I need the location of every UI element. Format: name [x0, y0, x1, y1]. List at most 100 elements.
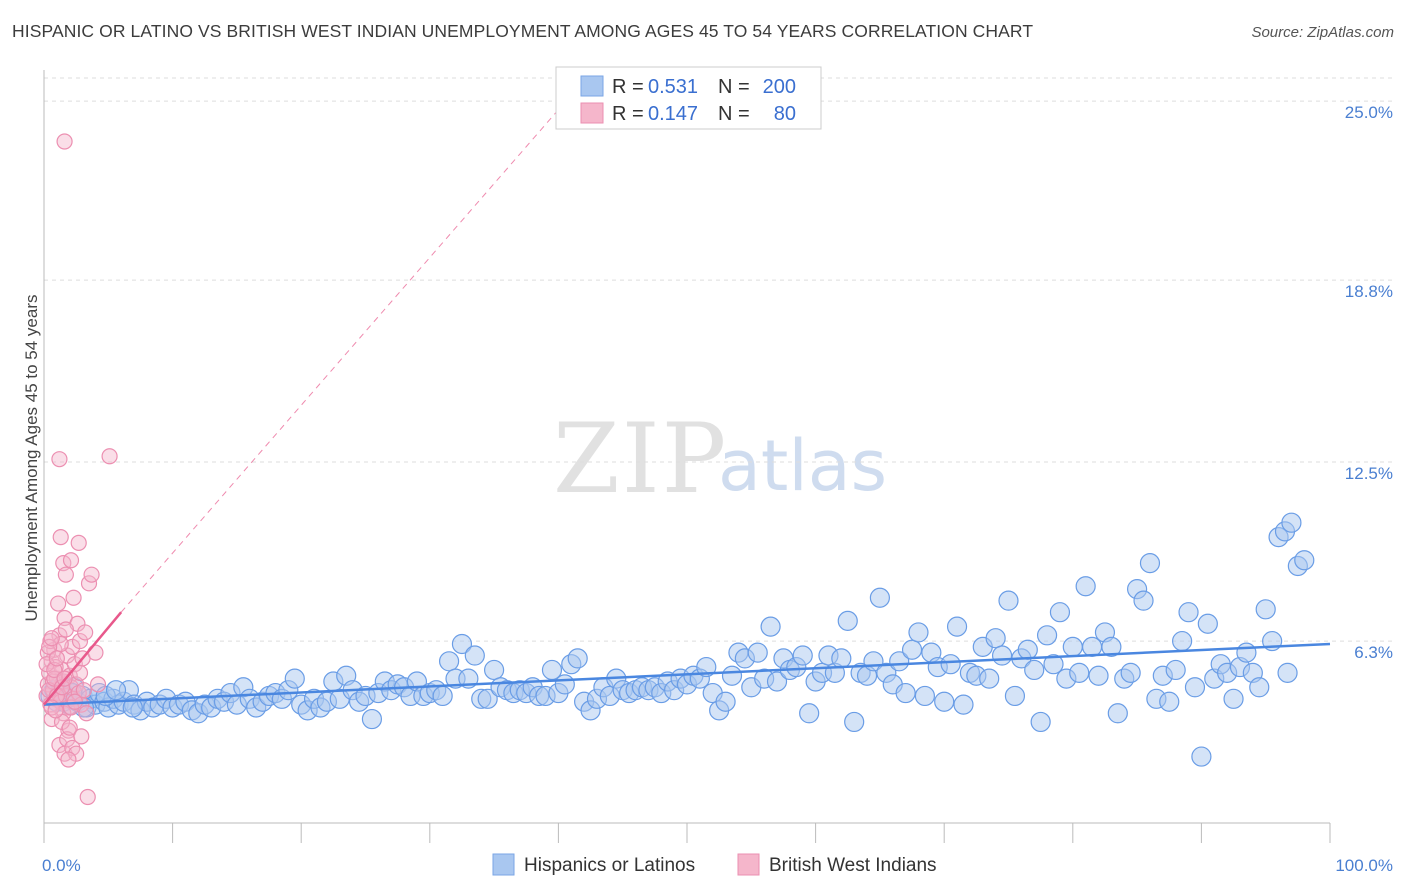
data-point-bwi [57, 621, 74, 638]
data-point-hispanic [696, 656, 717, 678]
data-point-hispanic [567, 648, 588, 669]
data-point-hispanic [1178, 602, 1199, 623]
data-point-hispanic [895, 682, 916, 704]
data-point-hispanic [1017, 639, 1038, 660]
y-tick-label: 6.3% [1354, 643, 1393, 662]
legend-bottom-label-2: British West Indians [769, 855, 937, 876]
data-point-hispanic [837, 610, 858, 631]
data-point-hispanic [844, 711, 865, 733]
legend-swatch-pink [580, 102, 604, 124]
data-point-hispanic [1049, 602, 1071, 623]
data-point-hispanic [464, 645, 485, 666]
data-point-hispanic [991, 645, 1013, 666]
watermark-zip: ZIP [553, 403, 728, 515]
data-point-bwi [43, 630, 60, 647]
data-point-hispanic [1249, 677, 1270, 698]
data-point-hispanic [1120, 662, 1141, 683]
data-point-hispanic [953, 694, 974, 715]
legend-top: R = 0.531 N = 200 R = 0.147 N = 80 [555, 66, 822, 130]
data-point-bwi [57, 566, 74, 583]
data-point-hispanic [432, 685, 453, 707]
chart-title: HISPANIC OR LATINO VS BRITISH WEST INDIA… [12, 21, 1034, 41]
data-point-bwi [71, 632, 89, 650]
data-point-hispanic [908, 622, 929, 643]
y-tick-label: 18.8% [1345, 282, 1393, 301]
data-point-hispanic [831, 648, 852, 669]
data-point-hispanic [1043, 654, 1064, 675]
data-point-hispanic [105, 680, 127, 701]
data-point-hispanic [284, 668, 305, 689]
data-point-hispanic [1133, 590, 1154, 611]
legend-n-label-2: N = [718, 103, 750, 125]
data-point-hispanic [361, 708, 383, 730]
data-point-hispanic [1277, 662, 1298, 683]
legend-bottom-label-1: Hispanics or Latinos [524, 855, 695, 876]
data-point-hispanic [1004, 685, 1026, 707]
legend-bottom-swatch-blue [492, 853, 515, 876]
data-point-hispanic [760, 616, 781, 637]
data-point-bwi [83, 566, 100, 583]
source-label: Source: ZipAtlas.com [1251, 24, 1394, 41]
legend-n-label-1: N = [718, 76, 750, 98]
watermark-atlas: atlas [718, 425, 887, 507]
data-point-hispanic [1069, 662, 1090, 683]
data-point-hispanic [1062, 636, 1083, 657]
data-point-hispanic [1159, 691, 1180, 712]
data-point-hispanic [438, 651, 460, 672]
legend-bottom-swatch-pink [737, 853, 760, 876]
data-point-hispanic [979, 668, 1000, 689]
data-point-bwi [50, 595, 67, 612]
data-point-bwi [77, 624, 94, 641]
data-point-hispanic [1281, 512, 1302, 533]
data-point-hispanic [1294, 550, 1315, 571]
data-point-hispanic [1075, 576, 1096, 597]
x-tick-label: 100.0% [1335, 856, 1393, 875]
data-point-bwi [65, 589, 82, 606]
data-point-bwi [89, 676, 107, 693]
data-point-hispanic [1223, 688, 1244, 709]
data-point-hispanic [484, 659, 505, 681]
data-point-bwi [101, 448, 118, 465]
y-tick-labels: 6.3% 12.5% 18.8% 25.0% [1345, 103, 1393, 662]
data-point-hispanic [122, 697, 143, 718]
gridlines [44, 77, 1392, 642]
data-point-hispanic [1107, 703, 1128, 724]
data-point-hispanic [1255, 599, 1276, 620]
trendline-bwi [43, 611, 123, 706]
data-point-hispanic [747, 642, 768, 663]
legend-r-value-2: 0.147 [648, 103, 698, 125]
data-point-hispanic [1165, 659, 1186, 681]
data-point-hispanic [914, 685, 936, 707]
data-point-bwi [61, 719, 78, 736]
trendlines [43, 611, 1331, 706]
data-point-hispanic [985, 628, 1006, 649]
data-point-hispanic [869, 587, 891, 608]
data-point-hispanic [1236, 642, 1257, 663]
data-point-hispanic [1172, 630, 1193, 652]
data-point-hispanic [1101, 636, 1122, 657]
legend-swatch-blue [580, 75, 604, 97]
data-point-bwi [60, 751, 77, 768]
legend-r-label-1: R = [612, 76, 644, 98]
data-point-hispanic [1139, 553, 1161, 574]
data-point-hispanic [940, 654, 961, 675]
data-point-bwi [43, 710, 60, 728]
trendline-hispanic [43, 642, 1331, 706]
data-point-hispanic [766, 671, 788, 692]
data-point-hispanic [1197, 613, 1218, 634]
data-point-hispanic [554, 674, 575, 695]
data-point-hispanic [1036, 625, 1058, 646]
legend-r-label-2: R = [612, 103, 644, 125]
data-point-bwi [73, 728, 90, 745]
data-point-hispanic [799, 703, 820, 724]
data-point-hispanic [451, 633, 473, 655]
trendline-extension [120, 100, 567, 613]
data-point-bwi [70, 534, 87, 552]
legend-n-value-2: 80 [774, 103, 796, 125]
data-point-hispanic [946, 616, 968, 637]
trendline-bwi-extended [120, 100, 567, 613]
data-point-hispanic [998, 590, 1019, 611]
data-point-hispanic [934, 691, 955, 712]
legend-bottom: Hispanics or Latinos British West Indian… [492, 853, 937, 876]
